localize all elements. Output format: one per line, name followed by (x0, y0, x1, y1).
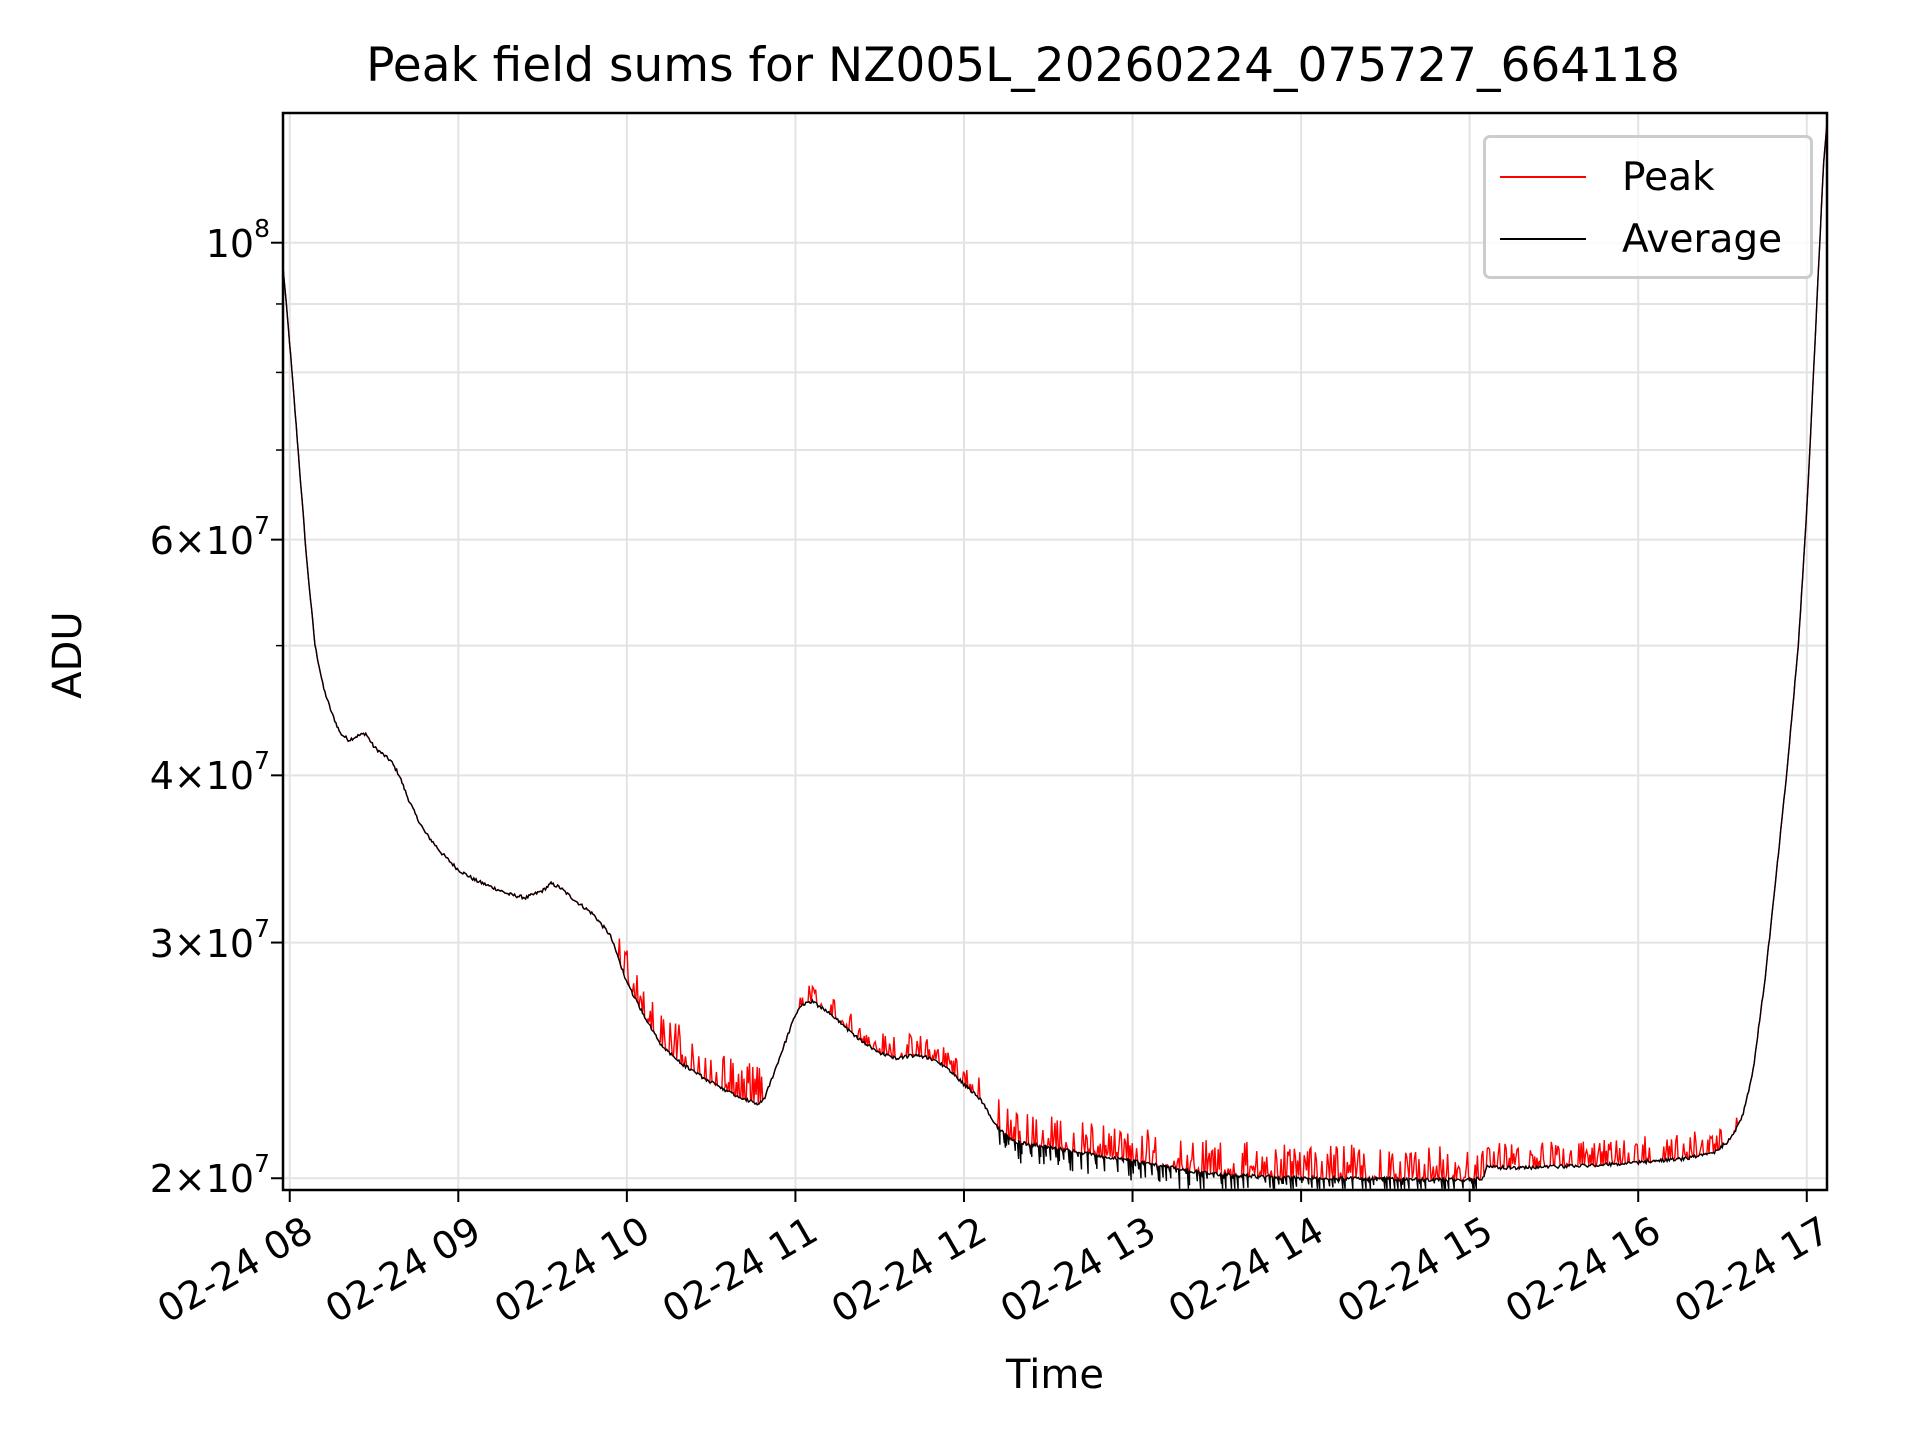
y-tick-label: 6×107 (149, 510, 270, 563)
y-tick-label: 4×107 (149, 746, 270, 799)
series-layer (282, 121, 1828, 1189)
legend: Peak Average (1483, 135, 1813, 279)
tick-marks (271, 241, 1808, 1202)
legend-entry-average: Average (1500, 214, 1782, 264)
y-tick-label: 2×107 (149, 1149, 270, 1202)
legend-swatch-peak (1500, 176, 1586, 178)
x-axis-label: Time (1006, 1352, 1104, 1398)
plot-frame (281, 111, 1829, 1192)
legend-label-peak: Peak (1622, 154, 1715, 200)
series-peak-line (282, 121, 1828, 1184)
chart-title: Peak field sums for NZ005L_20260224_0757… (366, 38, 1680, 93)
y-tick-label: 3×107 (149, 913, 270, 966)
legend-label-average: Average (1622, 216, 1783, 262)
y-axis-label: ADU (45, 611, 91, 699)
legend-entry-peak: Peak (1500, 152, 1715, 202)
legend-swatch-average (1500, 238, 1586, 240)
series-average-line (282, 121, 1828, 1189)
grid-lines (283, 113, 1827, 1190)
y-tick-label: 108 (205, 213, 270, 266)
